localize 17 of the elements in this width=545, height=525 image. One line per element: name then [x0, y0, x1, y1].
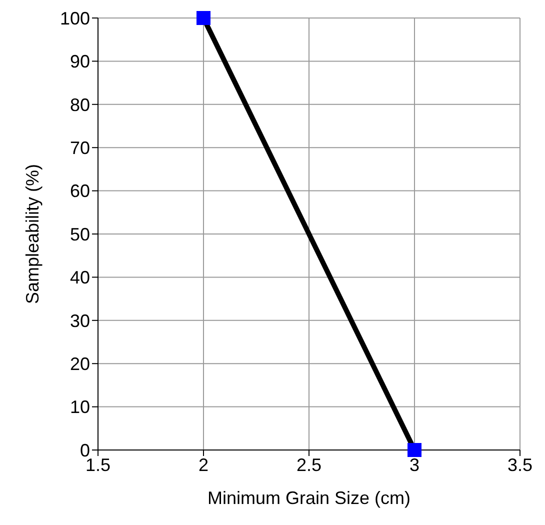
y-tick-label: 100 [60, 8, 90, 28]
y-axis-title: Sampleability (%) [22, 164, 42, 304]
y-tick-label: 30 [70, 310, 90, 331]
y-tick-label: 90 [70, 52, 90, 72]
y-tick-label: 10 [70, 397, 90, 418]
y-tick-label: 50 [70, 224, 90, 244]
y-tick-label: 40 [70, 268, 90, 288]
x-tick-label: 2.5 [296, 454, 322, 475]
y-tick-label: 80 [70, 94, 90, 115]
x-tick-label: 3 [409, 454, 420, 475]
y-tick-label: 20 [70, 354, 90, 374]
y-tick-label: 60 [70, 181, 90, 202]
x-tick-label: 2 [198, 454, 209, 475]
y-tick-label: 0 [80, 440, 90, 460]
x-tick-label: 3.5 [507, 454, 533, 475]
y-tick-label: 70 [70, 138, 90, 158]
x-axis-title: Minimum Grain Size (cm) [207, 488, 411, 508]
